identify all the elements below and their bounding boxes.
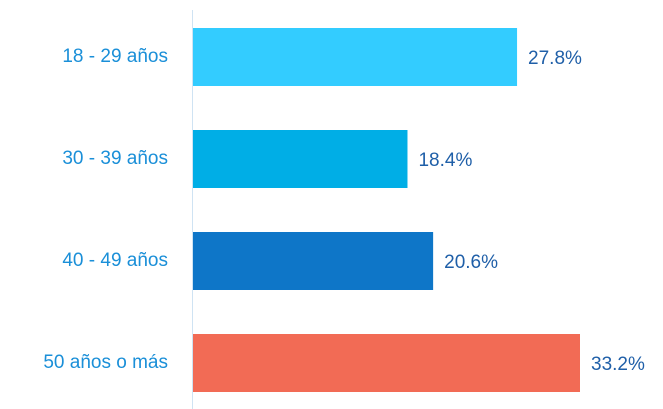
value-label: 18.4% bbox=[418, 150, 472, 171]
bar bbox=[193, 232, 434, 290]
bar bbox=[193, 334, 580, 392]
value-label: 33.2% bbox=[591, 354, 645, 375]
value-label: 20.6% bbox=[444, 252, 498, 273]
category-label: 40 - 49 años bbox=[62, 250, 168, 271]
category-label: 18 - 29 años bbox=[62, 46, 168, 67]
bar bbox=[193, 130, 408, 188]
category-label: 30 - 39 años bbox=[62, 148, 168, 169]
value-label: 27.8% bbox=[528, 48, 582, 69]
category-label: 50 años o más bbox=[43, 352, 168, 373]
bar bbox=[193, 28, 518, 86]
